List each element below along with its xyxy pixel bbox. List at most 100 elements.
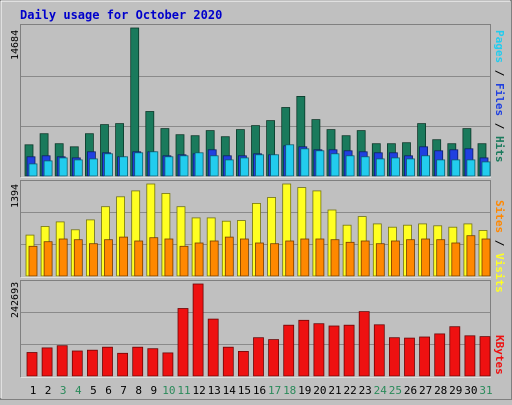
bar-pages-day-15	[239, 157, 249, 177]
day-label-10: 10	[162, 384, 175, 397]
day-label-3: 3	[60, 384, 67, 397]
day-label-6: 6	[105, 384, 112, 397]
bar-kbytes-day-29	[449, 326, 461, 377]
day-label-7: 7	[120, 384, 127, 397]
bar-pages-day-18	[285, 144, 295, 177]
bar-kbytes-day-6	[102, 346, 113, 377]
day-label-28: 28	[434, 384, 447, 397]
day-label-9: 9	[150, 384, 157, 397]
legend-middle: Sites / Visits	[493, 200, 506, 293]
day-label-19: 19	[298, 384, 311, 397]
bar-sites-day-25	[390, 240, 400, 277]
bar-sites-day-27	[421, 238, 431, 277]
bar-sites-day-17	[270, 243, 280, 277]
bar-sites-day-5	[89, 243, 98, 277]
day-label-16: 16	[253, 384, 266, 397]
bar-pages-day-13	[209, 155, 219, 177]
legend-hits: Hits	[493, 136, 506, 163]
bar-kbytes-day-10	[162, 352, 174, 377]
bar-sites-day-2	[43, 241, 53, 277]
legend-sep-2: /	[493, 123, 506, 130]
day-label-5: 5	[90, 384, 97, 397]
bar-pages-day-24	[375, 158, 385, 177]
bar-kbytes-day-1	[26, 352, 38, 377]
bar-pages-day-20	[315, 150, 325, 177]
bar-sites-day-31	[481, 238, 491, 277]
bar-pages-day-21	[330, 153, 340, 177]
bar-pages-day-27	[421, 155, 431, 177]
bar-kbytes-day-4	[71, 350, 83, 377]
bar-kbytes-day-12	[192, 283, 204, 377]
day-label-23: 23	[359, 384, 372, 397]
bar-sites-day-11	[179, 245, 189, 277]
ylabel-top: 14684	[10, 30, 21, 60]
day-label-29: 29	[449, 384, 462, 397]
bar-sites-day-28	[436, 239, 446, 277]
bar-sites-day-22	[345, 241, 355, 277]
day-label-11: 11	[177, 384, 190, 397]
bar-sites-day-13	[209, 240, 219, 277]
bar-pages-day-3	[58, 157, 68, 177]
bar-sites-day-10	[164, 238, 174, 277]
legend-sites: Sites	[493, 200, 506, 233]
legend-bottom: KBytes	[493, 335, 506, 375]
bar-kbytes-day-31	[479, 336, 491, 377]
day-label-27: 27	[419, 384, 432, 397]
bar-kbytes-day-28	[434, 333, 446, 377]
bar-kbytes-day-8	[132, 346, 144, 377]
bar-sites-day-6	[104, 239, 113, 277]
bar-sites-day-3	[58, 238, 68, 277]
legend-sep-3: /	[493, 240, 506, 247]
bar-pages-day-28	[436, 159, 446, 177]
bar-kbytes-day-20	[313, 323, 325, 377]
day-label-13: 13	[208, 384, 221, 397]
legend-sep-1: /	[493, 70, 506, 77]
day-label-15: 15	[238, 384, 251, 397]
ylabel-middle: 1394	[10, 184, 21, 208]
bar-kbytes-day-14	[222, 346, 234, 377]
bar-sites-day-19	[300, 238, 310, 277]
bar-pages-day-31	[481, 161, 491, 177]
day-label-30: 30	[464, 384, 477, 397]
day-label-12: 12	[192, 384, 205, 397]
legend-top: Pages / Files / Hits	[493, 30, 506, 163]
bar-sites-day-9	[149, 237, 159, 277]
day-label-8: 8	[135, 384, 142, 397]
bar-kbytes-day-16	[253, 337, 264, 377]
bar-sites-day-21	[330, 239, 340, 277]
bar-pages-day-29	[451, 159, 461, 177]
bar-pages-day-4	[73, 159, 83, 177]
bar-pages-day-2	[43, 160, 53, 177]
bar-kbytes-day-25	[388, 337, 400, 377]
bar-pages-day-26	[406, 158, 415, 177]
bar-pages-day-17	[270, 154, 280, 177]
bar-kbytes-day-15	[237, 350, 249, 377]
chart-title: Daily usage for October 2020	[20, 8, 222, 22]
bar-pages-day-30	[466, 159, 476, 177]
day-label-22: 22	[343, 384, 356, 397]
day-labels: 1 2 3 4 5 6 7 8 9 10 11 12 13 14 15 16 17 18 19 20 21 22 23 24 2…	[30, 384, 493, 397]
bar-kbytes-day-21	[328, 325, 340, 377]
bar-sites-day-24	[375, 243, 385, 277]
bar-pages-day-11	[179, 155, 189, 177]
marks-top	[24, 27, 491, 177]
bar-pages-day-9	[149, 151, 159, 177]
bar-sites-day-16	[255, 242, 264, 277]
bar-pages-day-25	[390, 157, 400, 177]
bar-kbytes-day-24	[373, 324, 385, 377]
bar-kbytes-day-30	[464, 335, 476, 377]
bar-sites-day-18	[285, 240, 295, 277]
bar-pages-day-23	[360, 156, 370, 177]
bar-kbytes-day-2	[41, 347, 53, 377]
day-label-25: 25	[389, 384, 402, 397]
bar-kbytes-day-18	[283, 324, 295, 377]
bar-sites-day-30	[466, 235, 476, 277]
bar-sites-day-12	[194, 242, 204, 277]
bar-sites-day-7	[119, 236, 128, 277]
bar-pages-day-5	[89, 158, 98, 177]
bar-kbytes-day-13	[207, 318, 219, 377]
bar-kbytes-day-17	[268, 339, 280, 377]
marks-bottom	[26, 283, 491, 377]
